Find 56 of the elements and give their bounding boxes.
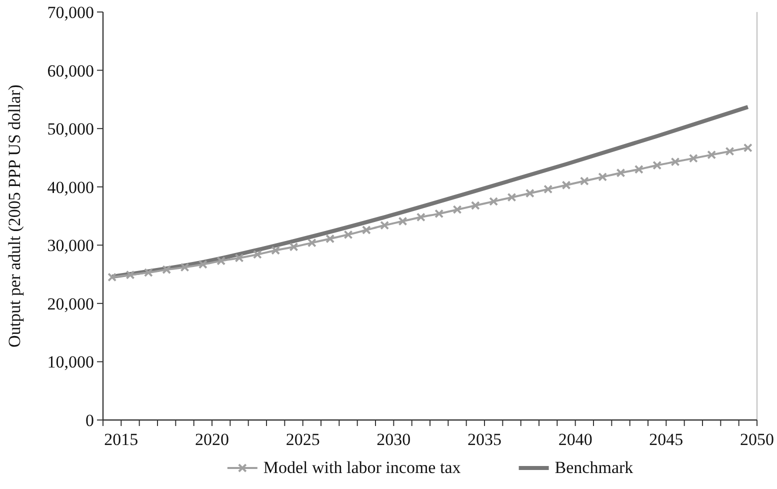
point [725, 146, 734, 156]
point [252, 250, 262, 259]
point [544, 184, 553, 194]
y-tick-label: 10,000 [47, 352, 94, 372]
point [362, 225, 371, 234]
point [616, 168, 626, 178]
point [180, 262, 190, 272]
y-tick-label: 60,000 [47, 61, 94, 80]
point [162, 265, 172, 274]
point [234, 253, 244, 262]
x-tick-label: 2030 [376, 430, 411, 449]
line-series [110, 105, 750, 279]
point [344, 230, 353, 240]
x-tick-label: 2025 [286, 430, 320, 449]
x-tick-label: 2050 [740, 430, 774, 449]
x-tick-label: 2015 [104, 430, 138, 449]
point [289, 242, 298, 252]
point [634, 164, 644, 174]
point [434, 209, 444, 218]
x-tick-label: 2045 [649, 430, 684, 449]
y-tick-label: 20,000 [47, 294, 94, 314]
y-tick-label: 70,000 [47, 3, 94, 22]
point [144, 268, 153, 278]
point [507, 192, 516, 202]
point [126, 270, 135, 280]
point [307, 238, 316, 248]
x-tick-label: 2020 [195, 430, 229, 449]
point [452, 205, 462, 214]
point [652, 160, 662, 170]
x-tick-label: 2040 [558, 430, 592, 449]
point [216, 256, 226, 266]
point [743, 143, 752, 152]
point [398, 216, 408, 226]
point [580, 176, 589, 186]
x-tick-label: 2035 [468, 430, 502, 449]
point [489, 196, 498, 206]
y-axis-title: Output per adult (2005 PPP US dollar) [5, 84, 24, 348]
legend-label: Model with labor income tax [263, 458, 462, 477]
point [271, 246, 280, 255]
point [470, 201, 480, 210]
y-tick-label: 30,000 [47, 236, 94, 256]
point [707, 150, 716, 160]
point [688, 154, 698, 163]
point [416, 212, 426, 222]
point [326, 234, 335, 244]
y-tick-label: 0 [86, 411, 94, 430]
point [670, 157, 680, 166]
point [562, 180, 571, 190]
point [108, 272, 117, 282]
point [198, 260, 208, 269]
y-tick-label: 40,000 [47, 178, 94, 197]
legend-label: Benchmark [554, 458, 634, 477]
point [598, 172, 608, 182]
y-tick-label: 50,000 [47, 120, 94, 139]
point [525, 188, 534, 198]
point [380, 220, 390, 230]
